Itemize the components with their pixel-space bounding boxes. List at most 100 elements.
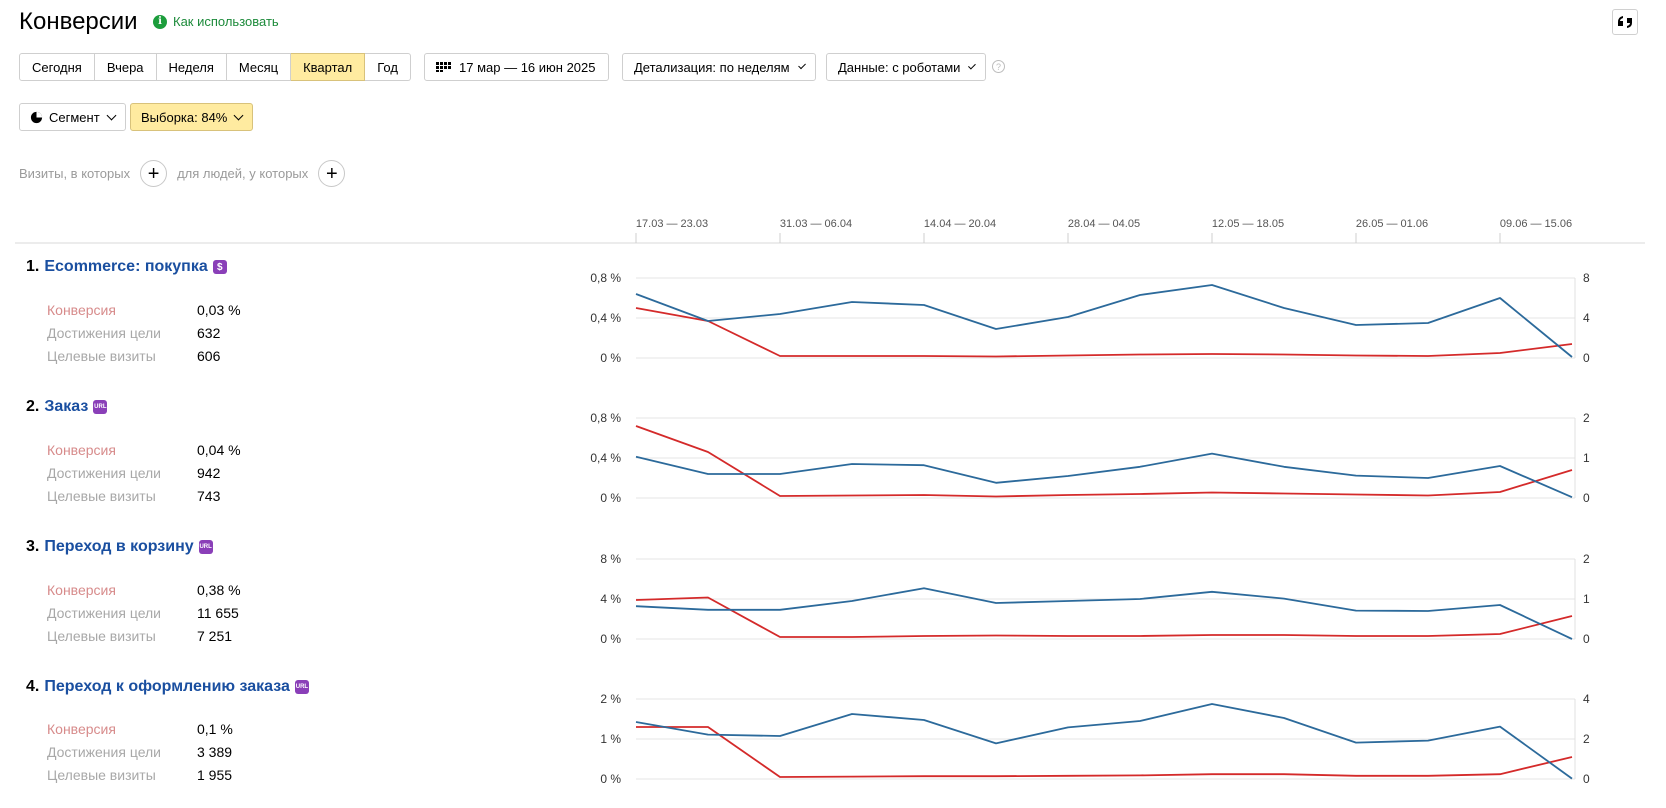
right-tick-label: 200 [1583,411,1590,425]
left-tick-label: 0 % [600,491,621,505]
period-yesterday-button[interactable]: Вчера [94,53,157,81]
chevron-down-icon [106,110,117,120]
conversion-chart-2: 0,8 % 0,4 % 0 % 200 100 0 [590,411,1590,505]
how-to-use-label: Как использовать [173,14,279,29]
period-year-button[interactable]: Год [365,53,411,81]
period-today-button[interactable]: Сегодня [19,53,95,81]
quote-icon [1618,16,1632,28]
goal-link[interactable]: Переход в корзину [44,538,194,555]
pie-chart-icon [30,111,43,123]
goal-title-row: 3. Переход в корзину URL [26,538,213,556]
period-week-button[interactable]: Неделя [156,53,227,81]
left-tick-label: 2 % [600,692,621,706]
conversion-chart-3: 8 % 4 % 0 % 2 000 1 000 0 [600,552,1590,646]
segment-dropdown[interactable]: Сегмент [19,103,126,131]
goal-title-row: 2. Заказ URL [26,398,108,416]
period-quarter-button[interactable]: Квартал [291,53,366,81]
goal-link[interactable]: Ecommerce: покупка [44,258,208,275]
people-filter-label: для людей, у которых [177,166,309,181]
stat-row: Конверсия 0,1 % [47,721,233,737]
goal-link[interactable]: Переход к оформлению заказа [44,678,290,695]
conversion-value: 0,38 % [197,582,241,598]
achievements-value: 942 [197,465,221,481]
target-visits-value: 1 955 [197,767,233,783]
right-tick-label: 1 000 [1583,592,1590,606]
data-dropdown[interactable]: Данные: с роботами [826,53,986,81]
timeline-tick-label: 17.03 — 23.03 [636,218,708,230]
stat-row: Достижения цели 942 [47,465,220,481]
stat-row: Конверсия 0,38 % [47,582,241,598]
left-tick-label: 0 % [600,351,621,365]
achievements-value: 3 389 [197,744,233,760]
left-tick-label: 0,8 % [590,271,621,285]
right-tick-label: 0 [1583,632,1590,646]
achievements-label: Достижения цели [47,744,162,760]
conversion-chart-1: 0,8 % 0,4 % 0 % 80 40 0 [590,271,1590,365]
goal-title-row: 1. Ecommerce: покупка $ [26,258,227,276]
conversion-label: Конверсия [47,721,116,737]
stat-row: Целевые визиты 743 [47,488,220,504]
stat-row: Целевые визиты 606 [47,348,220,364]
left-tick-label: 1 % [600,732,621,746]
target-visits-label: Целевые визиты [47,628,156,644]
add-visits-filter-button[interactable]: + [140,160,168,187]
target-visits-value: 743 [197,488,221,504]
goal-number: 3. [26,538,40,555]
left-tick-label: 0,8 % [590,411,621,425]
period-month-button[interactable]: Месяц [226,53,292,81]
goal-number: 1. [26,258,40,275]
detail-dropdown[interactable]: Детализация: по неделям [622,53,816,81]
quote-toggle-button[interactable] [1612,9,1638,35]
target-visits-label: Целевые визиты [47,348,156,364]
date-range-label: 17 мар — 16 июн 2025 [459,59,596,75]
timeline-axis: 17.03 — 23.03 31.03 — 06.04 14.04 — 20.04 2… [15,218,1645,244]
achievements-value: 11 655 [197,605,239,621]
period-selector: Сегодня Вчера Неделя Месяц Квартал Год [19,53,411,81]
sample-dropdown[interactable]: Выборка: 84% [130,103,254,131]
conversion-series-line [635,307,1573,358]
info-icon: i [153,14,167,29]
goal-link[interactable]: Заказ [44,398,89,415]
timeline-tick-label: 28.04 — 04.05 [1068,218,1140,230]
date-range-button[interactable]: 17 мар — 16 июн 2025 [424,53,609,81]
stat-row: Достижения цели 3 389 [47,744,232,760]
conversion-value: 0,1 % [197,721,233,737]
achievements-value: 632 [197,325,221,341]
dollar-badge: $ [212,260,227,274]
help-icon[interactable]: ? [992,60,1005,73]
stat-row: Целевые визиты 1 955 [47,767,232,783]
visits-series-line [635,703,1573,780]
left-tick-label: 8 % [600,552,621,566]
conversion-label: Конверсия [47,442,116,458]
achievements-label: Достижения цели [47,325,162,341]
timeline-tick-label: 26.05 — 01.06 [1356,218,1428,230]
timeline-tick-label: 12.05 — 18.05 [1212,218,1284,230]
conversion-label: Конверсия [47,302,116,318]
conversion-series-line [635,596,1573,638]
url-badge: URL [198,540,213,554]
target-visits-value: 7 251 [197,628,233,644]
conversion-value: 0,04 % [197,442,241,458]
left-tick-label: 0 % [600,632,621,646]
add-people-filter-button[interactable]: + [318,160,346,187]
url-badge: URL [294,680,309,694]
data-label: Данные: с роботами [838,59,961,75]
stat-row: Конверсия 0,03 % [47,302,241,318]
chevron-down-icon [233,110,244,120]
calendar-grid-icon [436,62,451,72]
stat-row: Достижения цели 632 [47,325,220,341]
how-to-use-link[interactable]: i Как использовать [153,14,279,29]
right-tick-label: 400 [1583,692,1590,706]
right-tick-label: 0 [1583,772,1590,786]
chevron-down-icon [968,61,976,69]
achievements-label: Достижения цели [47,465,162,481]
visits-series-line [635,284,1573,358]
right-tick-label: 2 000 [1583,552,1590,566]
target-visits-label: Целевые визиты [47,488,156,504]
conversion-chart-4: 2 % 1 % 0 % 400 200 0 [600,692,1590,786]
timeline-tick-label: 31.03 — 06.04 [780,218,852,230]
timeline-tick-label: 14.04 — 20.04 [924,218,996,230]
visits-series-line [635,452,1573,499]
left-tick-label: 4 % [600,592,621,606]
right-tick-label: 100 [1583,451,1590,465]
